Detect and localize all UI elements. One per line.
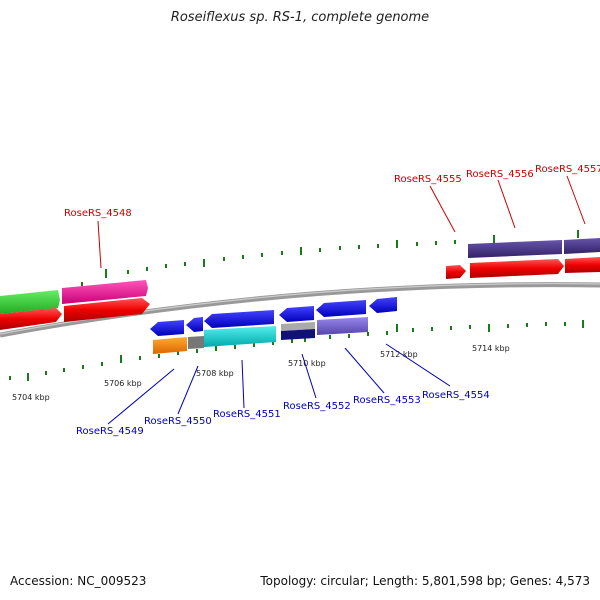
feature-cyan-gene[interactable] [204, 326, 276, 347]
tick-label-5712: 5712 kbp [380, 350, 418, 359]
gene-label-4549[interactable]: RoseRS_4549 [76, 426, 144, 437]
gene-label-4557[interactable]: RoseRS_4557 [535, 164, 600, 175]
tick-label-5710: 5710 kbp [288, 359, 326, 368]
feature-purple-gene-4556[interactable] [468, 240, 562, 258]
tick-label-5706: 5706 kbp [104, 379, 142, 388]
feature-rev-cds-4554[interactable] [369, 297, 397, 313]
feature-rev-cds-4550[interactable] [186, 317, 203, 332]
forward-leader-lines [97, 175, 586, 269]
feature-cds-left[interactable] [0, 308, 62, 330]
feature-green-gene[interactable] [0, 290, 60, 314]
feature-grey-gene-4552[interactable] [281, 322, 315, 331]
gene-label-4548[interactable]: RoseRS_4548 [64, 208, 132, 219]
feature-rev-cds-4551[interactable] [204, 310, 274, 328]
feature-lavender-gene[interactable] [317, 317, 368, 335]
feature-grey-gene[interactable] [188, 336, 204, 349]
feature-cds-4557[interactable] [565, 257, 600, 273]
map-title: Roseiflexus sp. RS-1, complete genome [170, 10, 430, 25]
feature-rev-cds-4552[interactable] [279, 306, 314, 322]
feature-cds-4555[interactable] [446, 265, 466, 279]
feature-magenta-gene[interactable] [62, 280, 148, 304]
genome-backbone [0, 282, 600, 338]
tick-label-5708: 5708 kbp [196, 369, 234, 378]
gene-label-4556[interactable]: RoseRS_4556 [466, 169, 534, 180]
tick-label-5704: 5704 kbp [12, 393, 50, 402]
gene-label-4553[interactable]: RoseRS_4553 [353, 395, 421, 406]
feature-navy-gene[interactable] [281, 329, 315, 340]
gene-label-4550[interactable]: RoseRS_4550 [144, 416, 212, 427]
feature-rev-cds-4553[interactable] [316, 300, 366, 317]
gene-label-4555[interactable]: RoseRS_4555 [394, 174, 462, 185]
feature-rev-cds-4549[interactable] [150, 320, 184, 336]
feature-cds-4556[interactable] [470, 259, 564, 278]
tick-label-5714: 5714 kbp [472, 344, 510, 353]
reverse-leader-lines [107, 343, 451, 425]
gene-label-4554[interactable]: RoseRS_4554 [422, 390, 490, 401]
gene-label-4552[interactable]: RoseRS_4552 [283, 401, 351, 412]
feature-cds-4548[interactable] [64, 298, 150, 322]
accession-text: Accession: NC_009523 [10, 574, 147, 588]
genome-stats-text: Topology: circular; Length: 5,801,598 bp… [260, 574, 590, 588]
gene-label-4551[interactable]: RoseRS_4551 [213, 409, 281, 420]
feature-purple-gene-4557[interactable] [564, 238, 600, 254]
feature-orange-gene[interactable] [153, 337, 187, 354]
